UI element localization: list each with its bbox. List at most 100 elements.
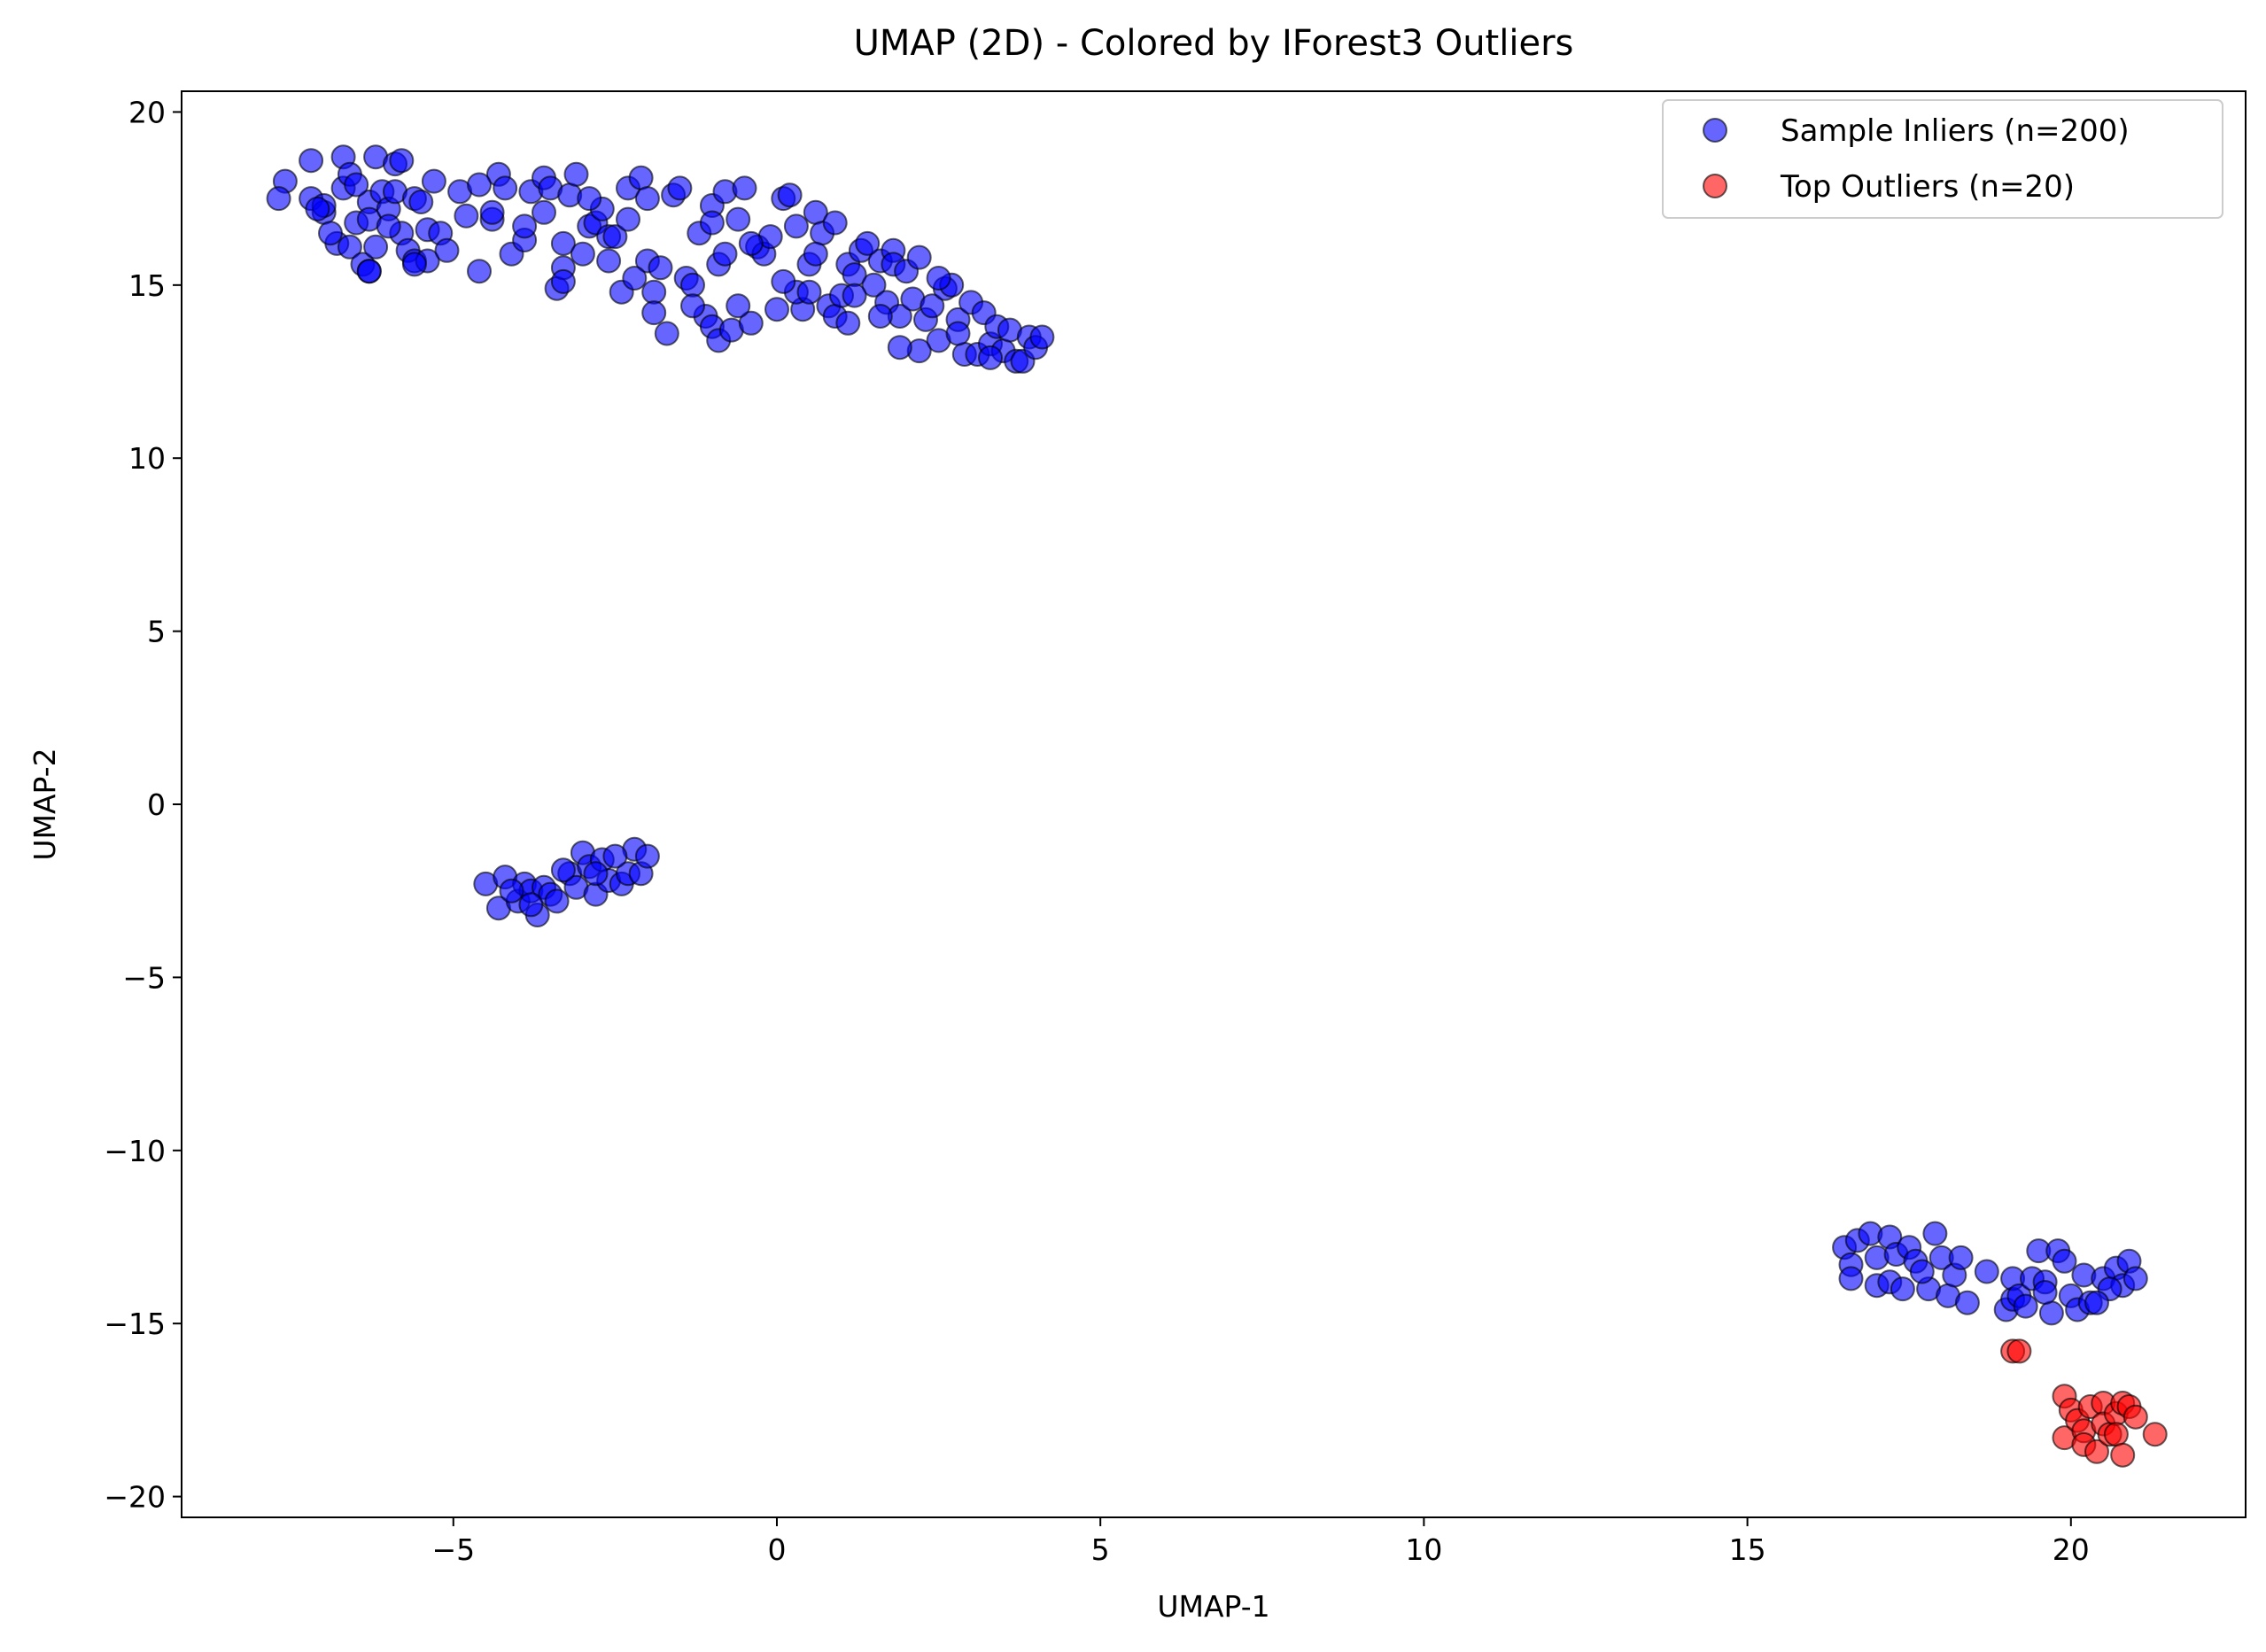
inlier-point [764,297,789,322]
inlier-point [479,199,505,225]
x-tick-label: 0 [767,1532,786,1567]
outlier-point [2110,1442,2136,1468]
y-tick-label: 0 [147,787,166,822]
inlier-point [699,210,725,236]
y-tick-label: −15 [104,1307,166,1341]
inlier-point [563,161,589,187]
axes-layer: −5 0 5 10 15 20 −20 −15 −10 −5 0 5 10 15 20 [104,95,2089,1567]
inlier-point [634,186,660,212]
inlier-point [401,252,427,277]
inlier-point [680,272,705,298]
outlier-point [2006,1338,2032,1364]
y-tick-label: 5 [147,615,166,649]
inlier-point [906,244,932,270]
y-tick-label: −10 [104,1134,166,1168]
inlier-point [499,878,524,904]
inlier-point [532,199,556,225]
inlier-point [299,148,324,174]
legend-marker-inliers [1703,118,1727,143]
inlier-point [712,241,738,267]
inlier-point [926,266,951,291]
inlier-point [783,213,809,239]
inlier-point [667,175,693,201]
inlier-point [2052,1248,2077,1274]
inlier-point [421,168,446,194]
inlier-point [1838,1266,1864,1291]
inlier-point [570,241,595,267]
inlier-point [583,861,609,887]
inlier-point [822,210,848,236]
inlier-point [641,300,667,326]
inlier-point [835,310,861,336]
inlier-point [1974,1259,1999,1284]
chart-title: UMAP (2D) - Colored by IForest3 Outliers [854,23,1574,64]
x-tick-label: 15 [1729,1532,1766,1567]
inlier-point [920,293,945,319]
inlier-point [318,221,343,246]
inlier-point [726,293,751,319]
inlier-point [1029,324,1055,350]
inlier-point [512,213,538,239]
inlier-point [602,224,628,250]
outlier-point [2103,1422,2129,1447]
inlier-point [305,196,330,221]
y-tick-label: 20 [128,95,166,129]
inlier-point [376,213,401,239]
inlier-point [622,266,648,291]
inlier-point [726,206,751,232]
inlier-point [654,321,679,346]
inlier-point [648,255,673,281]
legend: Sample Inliers (n=200) Top Outliers (n=2… [1662,99,2223,219]
inlier-point [1890,1276,1915,1302]
inlier-point [634,843,660,869]
outlier-point [2084,1439,2109,1464]
inlier-point [641,279,667,305]
inlier-point [577,186,602,212]
inlier-point [738,230,764,256]
y-tick-label: 10 [128,441,166,476]
inlier-point [796,279,822,305]
inlier-point [550,857,576,883]
points-layer [266,144,2168,1468]
inlier-point [771,268,796,294]
inlier-point [2013,1293,2038,1319]
x-axis-label: UMAP-1 [1157,1589,1269,1624]
inlier-point [1909,1259,1935,1284]
legend-marker-outliers [1703,174,1727,198]
inlier-point [1954,1290,1980,1315]
inlier-point [777,182,803,208]
legend-label-outliers: Top Outliers (n=20) [1780,169,2075,205]
inlier-point [738,310,764,336]
inlier-point [803,241,828,267]
x-tick-label: 10 [1405,1532,1442,1567]
inlier-point [861,272,887,298]
inlier-point [1922,1221,1948,1246]
legend-label-inliers: Sample Inliers (n=200) [1781,113,2130,149]
legend-box [1662,99,2223,219]
inlier-point [550,230,576,256]
inlier-point [493,175,518,201]
inlier-point [550,268,576,294]
inlier-point [356,259,382,284]
x-tick-label: −5 [431,1532,475,1567]
inlier-point [434,237,460,263]
inlier-point [2084,1290,2109,1315]
inlier-point [2038,1300,2064,1326]
inlier-point [945,321,971,346]
inlier-point [855,230,881,256]
inlier-point [454,203,479,229]
outlier-point [2122,1404,2148,1430]
inlier-point [842,283,867,308]
inlier-point [978,345,1003,370]
inlier-point [344,172,369,198]
inlier-point [467,259,492,284]
inlier-point [544,888,570,914]
inlier-point [887,335,912,361]
y-tick-label: 15 [128,268,166,303]
inlier-point [467,172,492,198]
inlier-point [1948,1245,1974,1270]
inlier-point [2122,1266,2148,1291]
y-tick-label: −20 [104,1480,166,1515]
inlier-point [2032,1280,2058,1305]
